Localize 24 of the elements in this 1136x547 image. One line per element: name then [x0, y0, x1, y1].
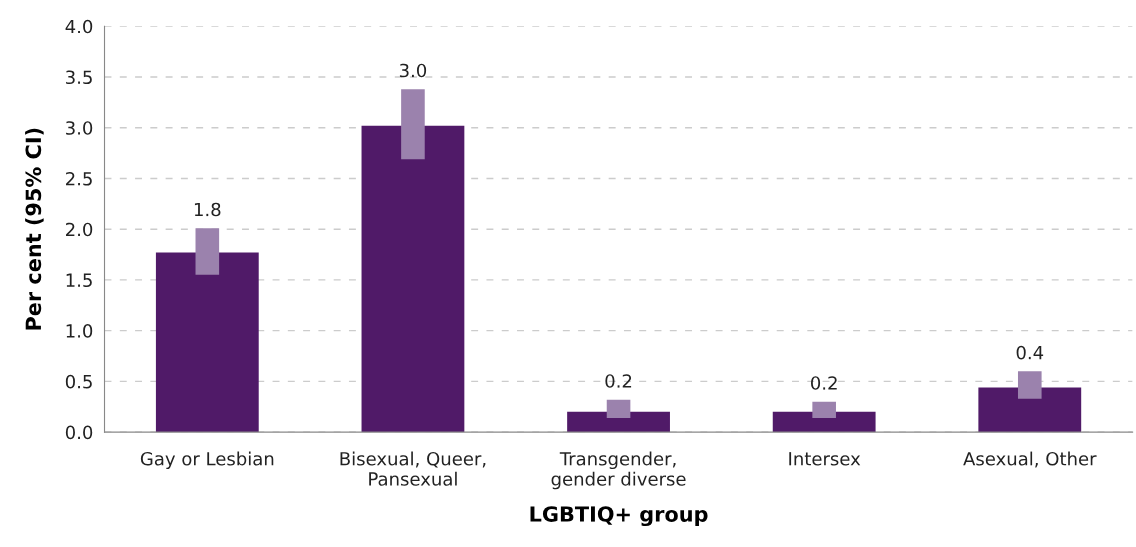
data-label: 1.8	[194, 202, 221, 217]
x-axis-title: LGBTIQ+ group	[530, 506, 708, 527]
bar	[361, 125, 465, 433]
y-tick-label: 3.5	[66, 70, 92, 85]
data-label: 3.0	[399, 63, 427, 78]
y-axis-title: Per cent (95% CI)	[25, 128, 44, 330]
y-tick-label: 4.0	[65, 19, 93, 34]
data-label: 0.4	[1016, 345, 1044, 360]
bar	[978, 387, 1082, 433]
y-tick-label: 1.5	[66, 273, 92, 288]
y-tick-label: 3.0	[66, 121, 93, 135]
bar	[155, 252, 259, 433]
y-tick-label: 1.0	[66, 324, 93, 338]
y-tick-label: 2.0	[66, 222, 93, 237]
x-tick-label: Gay or Lesbian	[140, 451, 274, 470]
data-label: 0.2	[605, 374, 632, 388]
x-tick-label: Asexual, Other	[963, 451, 1097, 468]
y-tick-label: 0.0	[65, 425, 93, 440]
x-tick-label: Intersex	[789, 452, 861, 466]
x-tick-label: Bisexual, Queer, Pansexual	[340, 451, 486, 486]
x-tick-label: Transgender, gender diverse	[551, 451, 686, 490]
data-label: 0.2	[811, 376, 837, 390]
y-tick-label: 0.5	[65, 374, 92, 389]
y-tick-label: 2.5	[66, 171, 92, 186]
